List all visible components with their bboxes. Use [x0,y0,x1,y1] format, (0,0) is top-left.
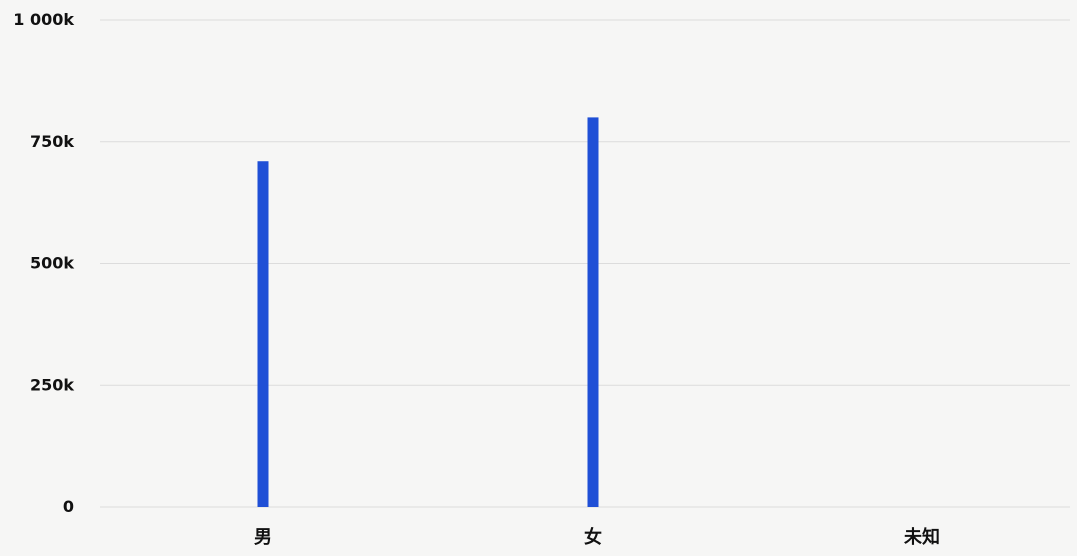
x-category-label: 女 [584,526,602,548]
bar[interactable] [257,161,269,508]
x-category-label: 未知 [904,526,940,548]
y-axis-ticks: 0 250k 500k 750k 1 000k [13,10,74,516]
y-tick-label: 750k [30,132,74,151]
bar[interactable] [587,117,599,508]
y-tick-label: 1 000k [13,10,74,29]
y-tick-label: 250k [30,375,74,394]
y-tick-label: 500k [30,254,74,273]
bars [257,117,599,508]
x-axis-labels: 男 女 未知 [254,526,940,548]
grid-layer [100,19,1070,508]
y-tick-label: 0 [63,497,74,516]
x-category-label: 男 [254,527,272,548]
